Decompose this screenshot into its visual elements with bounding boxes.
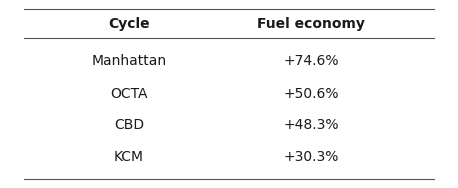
Text: OCTA: OCTA: [110, 87, 147, 101]
Text: Manhattan: Manhattan: [91, 54, 166, 68]
Text: CBD: CBD: [114, 118, 144, 133]
Text: +48.3%: +48.3%: [283, 118, 338, 133]
Text: +30.3%: +30.3%: [283, 150, 338, 164]
Text: Cycle: Cycle: [108, 17, 150, 31]
Text: +74.6%: +74.6%: [283, 54, 338, 68]
Text: Fuel economy: Fuel economy: [257, 17, 365, 31]
Text: +50.6%: +50.6%: [283, 87, 338, 101]
Text: KCM: KCM: [114, 150, 144, 164]
